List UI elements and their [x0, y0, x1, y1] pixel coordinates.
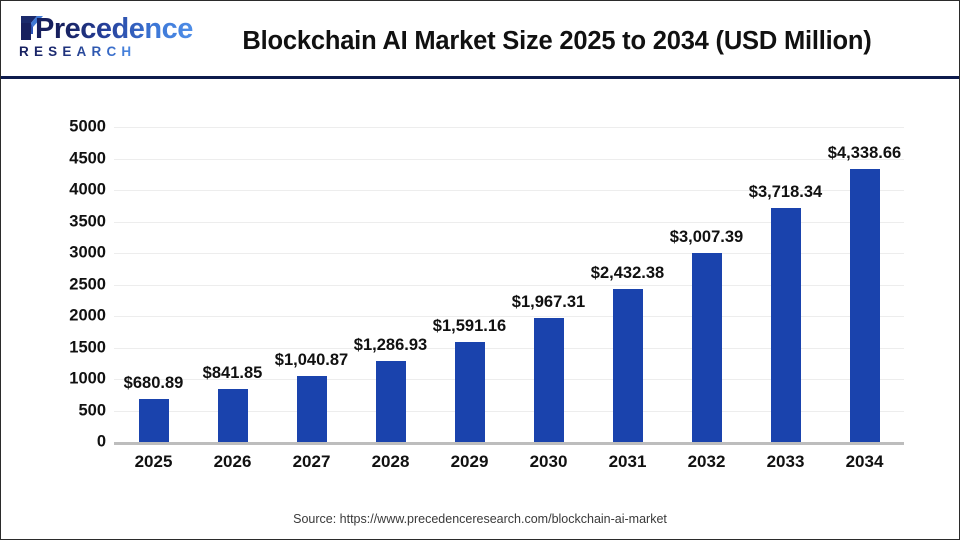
y-axis-tick-label: 1000 [69, 369, 106, 388]
x-axis-tick-label: 2029 [450, 452, 489, 471]
y-axis-tick-label: 4000 [69, 180, 106, 199]
x-axis-tick-label: 2031 [608, 452, 647, 471]
y-axis-tick-label: 2500 [69, 275, 106, 293]
gridline [114, 410, 904, 412]
bar[interactable] [691, 252, 722, 442]
bar[interactable] [138, 399, 169, 442]
x-axis-tick-label: 2030 [529, 452, 568, 471]
y-axis-tick-label: 3500 [69, 212, 106, 230]
x-axis-tick-label: 2025 [134, 452, 173, 471]
bar-value-label: $1,591.16 [432, 316, 507, 335]
x-axis-tick-label: 2026 [213, 452, 252, 471]
bar[interactable] [296, 376, 327, 442]
bar[interactable] [217, 388, 248, 442]
bar-value-label: $1,286.93 [353, 335, 428, 354]
gridline [114, 316, 904, 317]
gridline [114, 284, 904, 286]
bar[interactable] [454, 341, 485, 442]
x-axis-tick-label: 2032 [687, 452, 726, 471]
bar[interactable] [849, 168, 880, 442]
bar-value-label: $1,967.31 [511, 293, 586, 312]
y-axis-tick-label: 5000 [69, 117, 106, 136]
bar-value-label: $3,007.39 [669, 227, 744, 246]
bar-value-label: $841.85 [202, 363, 263, 382]
x-axis-tick-label: 2034 [845, 452, 884, 471]
chart-header: Precedence RESEARCH Blockchain AI Market… [1, 1, 959, 79]
x-axis-tick-label: 2028 [371, 452, 410, 471]
logo-subtext: RESEARCH [19, 44, 137, 59]
gridline [114, 221, 904, 223]
bar-value-label: $2,432.38 [590, 263, 665, 282]
y-axis-tick-label: 500 [78, 401, 106, 419]
y-axis-tick-label: 4500 [69, 149, 106, 167]
bar-value-label: $4,338.66 [827, 143, 902, 162]
y-axis-tick-label: 0 [96, 432, 106, 451]
source-caption: Source: https://www.precedenceresearch.c… [293, 512, 667, 526]
bar[interactable] [533, 318, 564, 442]
bar-value-label: $1,040.87 [274, 351, 349, 370]
gridline [114, 127, 904, 128]
y-axis-tick-label: 1500 [69, 338, 106, 356]
folded-ribbon-p-icon [21, 16, 43, 40]
bar[interactable] [612, 288, 643, 442]
bar[interactable] [375, 360, 406, 442]
plot-region: $680.89 2025 $841.85 2026 $1,040.87 2027 $1,28… [114, 127, 904, 471]
y-axis-tick-label: 2000 [69, 306, 106, 325]
gridline [114, 379, 904, 380]
bar[interactable] [770, 207, 801, 442]
bar-value-label: $3,718.34 [748, 182, 823, 201]
chart-area: 5000 4500 4000 3500 3000 2500 2000 1500 1000 500 0… [1, 79, 959, 538]
x-axis-tick-label: 2033 [766, 452, 805, 471]
x-axis-line [114, 442, 904, 445]
logo-wordmark: Precedence [35, 13, 193, 45]
precedence-research-logo: Precedence RESEARCH [15, 13, 193, 65]
gridline [114, 190, 904, 191]
gridline [114, 253, 904, 254]
gridline [114, 347, 904, 349]
page-title: Blockchain AI Market Size 2025 to 2034 (… [242, 27, 872, 55]
bar-value-label: $680.89 [123, 374, 184, 393]
y-axis: 5000 4500 4000 3500 3000 2500 2000 1500 1000 500 0 [40, 118, 106, 451]
x-axis-tick-label: 2027 [292, 452, 331, 471]
y-axis-tick-label: 3000 [69, 243, 106, 262]
gridline [114, 158, 904, 160]
